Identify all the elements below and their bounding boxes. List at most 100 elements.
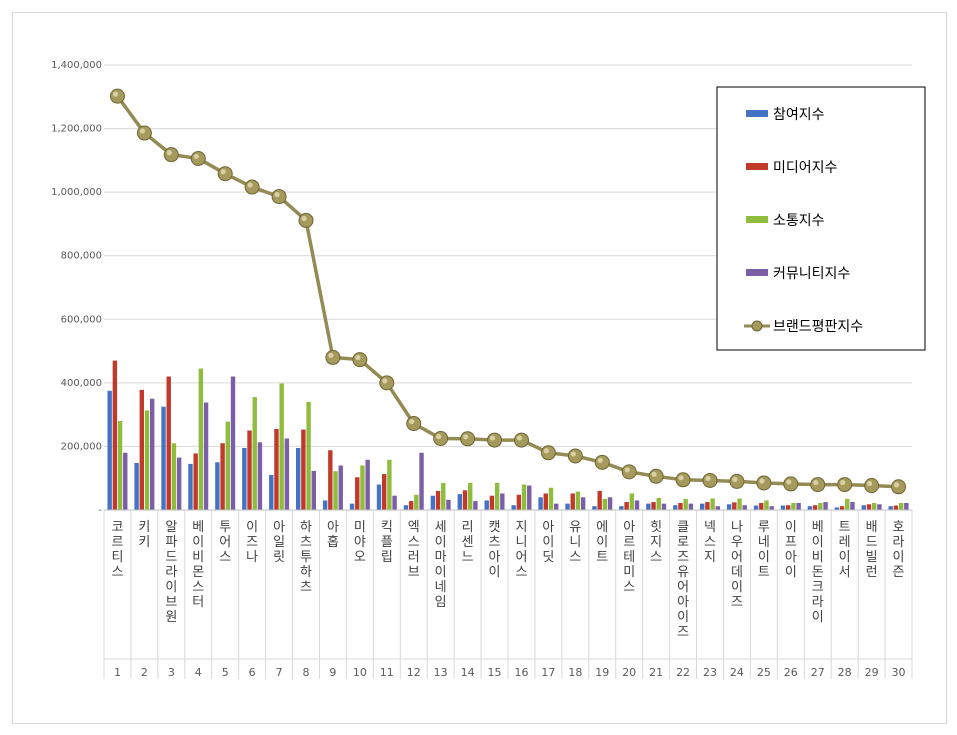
category-index: 8 bbox=[303, 666, 310, 679]
category-index: 15 bbox=[488, 666, 502, 679]
bar bbox=[619, 506, 624, 510]
line-point-highlight bbox=[705, 475, 711, 482]
category-index: 21 bbox=[649, 666, 663, 679]
bar bbox=[543, 493, 548, 510]
bar bbox=[107, 390, 112, 510]
bar bbox=[570, 493, 575, 510]
bar bbox=[252, 397, 257, 510]
bar bbox=[376, 484, 382, 510]
y-tick-label: 1,200,000 bbox=[51, 124, 102, 135]
legend-swatch bbox=[746, 216, 768, 223]
bar bbox=[349, 503, 355, 510]
bar bbox=[624, 502, 629, 510]
line-point-highlight bbox=[220, 169, 226, 175]
line-point-highlight bbox=[786, 479, 792, 485]
category-index: 4 bbox=[195, 666, 202, 679]
y-axis-ticks: - 200,000 400,000 600,000 800,000 1,000,000 1,… bbox=[51, 60, 102, 516]
bar bbox=[166, 376, 171, 510]
bar bbox=[521, 484, 527, 510]
bar bbox=[592, 506, 597, 510]
bar bbox=[387, 459, 392, 510]
category-index: 19 bbox=[595, 666, 609, 679]
line-point-highlight bbox=[489, 435, 496, 441]
bar bbox=[328, 450, 333, 510]
bar bbox=[247, 430, 252, 510]
bar bbox=[301, 429, 306, 510]
bar bbox=[430, 495, 436, 510]
bar bbox=[705, 502, 710, 510]
line-point-highlight bbox=[328, 352, 334, 359]
bar bbox=[580, 497, 586, 510]
line-point bbox=[729, 473, 745, 489]
bar bbox=[629, 493, 634, 510]
bar bbox=[134, 462, 139, 510]
bar bbox=[198, 368, 204, 510]
line-point-highlight bbox=[436, 433, 442, 440]
bars bbox=[107, 360, 909, 510]
line-point bbox=[298, 212, 314, 228]
bar bbox=[764, 500, 769, 510]
bar bbox=[441, 482, 446, 510]
bar bbox=[322, 500, 328, 510]
legend-swatch bbox=[746, 163, 768, 170]
bar bbox=[683, 498, 688, 510]
bar bbox=[565, 503, 570, 510]
legend-label: 브랜드평판지수 bbox=[773, 319, 863, 335]
bar bbox=[769, 506, 774, 510]
line-point bbox=[891, 479, 907, 495]
bar bbox=[646, 503, 651, 510]
bar bbox=[780, 505, 786, 510]
gridlines bbox=[104, 64, 912, 511]
bar bbox=[602, 498, 608, 510]
bar bbox=[419, 452, 424, 510]
bar bbox=[877, 504, 882, 510]
bar bbox=[656, 497, 661, 510]
bar bbox=[489, 495, 495, 510]
bar bbox=[193, 453, 198, 510]
bar bbox=[457, 494, 462, 510]
line-point bbox=[433, 430, 449, 446]
y-tick-label: 600,000 bbox=[61, 314, 102, 325]
line-point bbox=[837, 477, 853, 493]
bar bbox=[634, 500, 640, 510]
line-point-highlight bbox=[624, 467, 630, 473]
bar bbox=[845, 498, 850, 510]
line-point-highlight bbox=[301, 215, 307, 222]
bar bbox=[710, 498, 715, 510]
category-index: 30 bbox=[892, 666, 906, 679]
line-point bbox=[325, 349, 341, 365]
bar bbox=[144, 410, 150, 510]
category-index: 23 bbox=[703, 666, 717, 679]
bar bbox=[414, 494, 419, 510]
line-point bbox=[864, 478, 880, 494]
bar bbox=[538, 497, 543, 510]
line-point bbox=[487, 432, 503, 448]
category-index: 12 bbox=[407, 666, 421, 679]
bar bbox=[494, 482, 500, 510]
line-point bbox=[244, 179, 260, 195]
bar bbox=[673, 505, 678, 510]
bar bbox=[575, 491, 581, 510]
category-index: 26 bbox=[784, 666, 798, 679]
line-point-highlight bbox=[732, 476, 738, 482]
category-index: 2 bbox=[141, 666, 148, 679]
bar bbox=[306, 401, 311, 510]
bar bbox=[462, 490, 468, 510]
bar bbox=[807, 506, 813, 510]
bar bbox=[269, 475, 274, 510]
